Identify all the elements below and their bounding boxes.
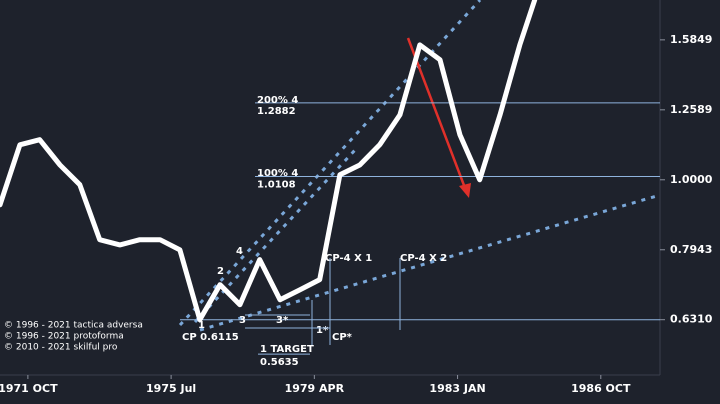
annotation: CP-4 X 2 <box>400 253 447 264</box>
y-tick-label: 1.5849 <box>670 33 712 46</box>
annotation: 3* <box>276 315 289 326</box>
copyright: © 1996 - 2021 protoforma <box>4 332 124 342</box>
y-tick-label: 1.0000 <box>670 173 713 186</box>
level-label: 1.2882 <box>257 106 296 117</box>
y-tick-label: 1.2589 <box>670 103 712 116</box>
x-tick-label: 1979 APR <box>285 382 345 395</box>
level-label: 1.0108 <box>257 180 296 191</box>
annotation: 3 <box>239 315 246 326</box>
y-tick-label: 0.6310 <box>670 313 713 326</box>
x-tick-label: 1971 OCT <box>0 382 58 395</box>
arrow <box>406 37 467 189</box>
annotation: CP-4 X 1 <box>325 253 372 264</box>
copyright: © 2010 - 2021 skilful pro <box>4 343 118 353</box>
annotation: 2 <box>217 266 224 277</box>
copyright: © 1996 - 2021 tactica adversa <box>4 321 143 331</box>
x-tick-label: 1986 OCT <box>571 382 631 395</box>
price-line <box>0 0 538 323</box>
trend-line <box>178 0 482 327</box>
annotation: 1* <box>316 325 329 336</box>
annotation: CP 0.6115 <box>182 332 239 343</box>
arrow-head <box>459 183 471 198</box>
x-tick-label: 1975 Jul <box>146 382 196 395</box>
target-label: 0.5635 <box>260 357 299 368</box>
annotation: 1 <box>198 320 205 331</box>
y-tick-label: 0.7943 <box>670 243 712 256</box>
annotation: 4 <box>236 246 243 257</box>
annotation: CP* <box>332 332 353 343</box>
annotation: 1 TARGET <box>260 344 314 355</box>
annotation: 200% 4 <box>257 95 298 106</box>
annotation: 100% 4 <box>257 168 298 179</box>
x-tick-label: 1983 JAN <box>429 382 485 395</box>
